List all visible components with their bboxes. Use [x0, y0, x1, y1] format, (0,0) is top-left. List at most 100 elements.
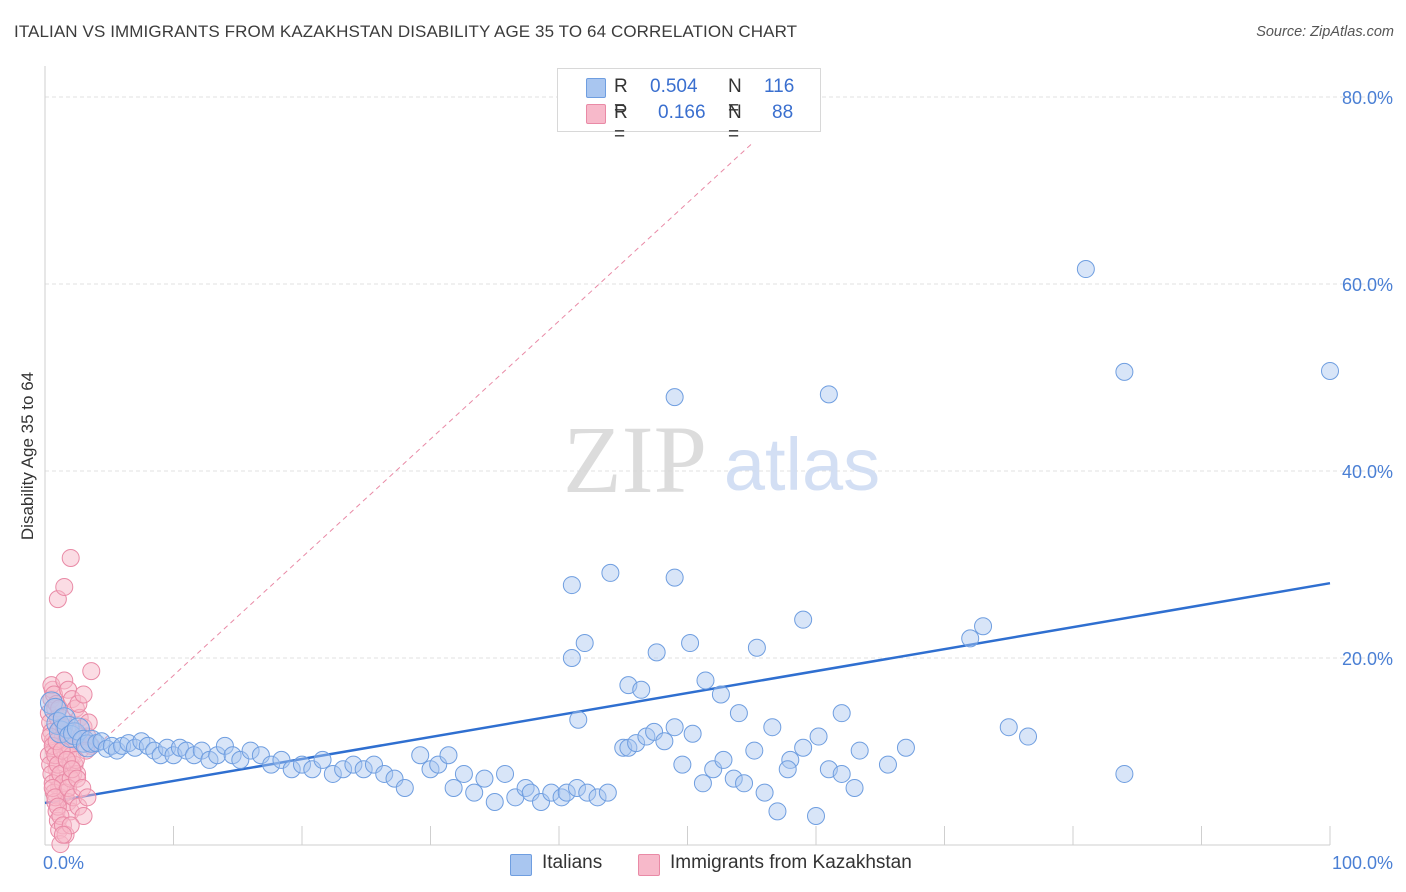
legend-label-italians: Italians — [542, 852, 603, 873]
point-italians — [557, 783, 576, 802]
grid-lines — [45, 96, 1392, 659]
point-italians — [747, 638, 766, 657]
point-italians — [845, 778, 864, 797]
point-italians — [755, 783, 774, 802]
point-italians — [465, 783, 484, 802]
point-italians — [655, 732, 674, 751]
point-italians — [878, 755, 897, 774]
trend-line-italians — [44, 581, 1331, 805]
point-kazakhstan — [55, 577, 74, 596]
n-value: 116 — [764, 76, 795, 97]
point-kazakhstan — [53, 825, 72, 844]
point-italians — [832, 704, 851, 723]
point-italians — [43, 697, 67, 721]
point-italians — [601, 563, 620, 582]
point-italians — [832, 764, 851, 783]
point-italians — [567, 778, 586, 797]
point-italians — [598, 783, 617, 802]
point-italians — [323, 764, 342, 783]
n-label: N = — [728, 76, 742, 119]
x-tick-label: 0.0% — [43, 853, 84, 873]
point-italians — [794, 610, 813, 629]
point-italians — [215, 736, 234, 755]
point-italians — [56, 715, 80, 739]
point-italians — [729, 704, 748, 723]
point-italians — [293, 755, 311, 774]
point-italians — [521, 783, 540, 802]
point-italians — [711, 685, 730, 704]
r-label: R = — [614, 76, 628, 119]
point-kazakhstan — [78, 788, 97, 807]
legend-swatch-blue — [586, 78, 606, 98]
chart-title: ITALIAN VS IMMIGRANTS FROM KAZAKHSTAN DI… — [14, 22, 798, 41]
point-italians — [1019, 727, 1038, 746]
point-italians — [683, 724, 702, 743]
y-tick-label: 80.0% — [1342, 88, 1393, 108]
point-italians — [158, 738, 177, 757]
point-italians — [578, 783, 597, 802]
point-italians — [714, 750, 733, 769]
point-italians — [485, 792, 504, 811]
point-italians — [974, 617, 993, 636]
point-italians — [632, 680, 651, 699]
n-label: N = — [728, 102, 742, 145]
point-italians — [39, 691, 63, 715]
point-kazakhstan — [61, 548, 80, 567]
point-italians — [704, 760, 723, 779]
point-italians — [354, 760, 373, 779]
point-italians — [454, 764, 473, 783]
trend-line-kazakhstan — [44, 143, 753, 794]
point-italians — [569, 710, 588, 729]
point-italians — [724, 769, 743, 788]
point-italians — [627, 734, 646, 753]
point-italians — [809, 727, 828, 746]
point-italians — [444, 778, 463, 797]
stats-legend: R = 0.504 N = 116 R = 0.166 N = 88 — [557, 68, 821, 145]
point-italians — [673, 755, 692, 774]
point-italians — [1115, 764, 1134, 783]
point-italians — [681, 634, 700, 653]
y-tick-label: 20.0% — [1342, 649, 1393, 669]
point-italians — [562, 576, 581, 595]
source-label: Source: ZipAtlas.com — [1256, 24, 1394, 40]
data-points — [39, 260, 1339, 854]
point-italians — [231, 750, 250, 769]
legend-label-kazakhstan: Immigrants from Kazakhstan — [670, 852, 912, 873]
point-italians — [411, 746, 430, 765]
point-italians — [375, 764, 394, 783]
point-italians — [344, 755, 363, 774]
point-italians — [1115, 362, 1134, 381]
point-italians — [763, 718, 782, 737]
point-italians — [334, 760, 353, 779]
point-italians — [768, 802, 787, 821]
point-italians — [896, 738, 915, 757]
point-italians — [562, 649, 581, 667]
point-italians — [735, 774, 754, 793]
tick-labels: 20.0% 40.0% 60.0% 80.0% 0.0% 100.0% — [43, 88, 1393, 873]
point-italians — [778, 760, 797, 779]
y-tick-label: 40.0% — [1342, 462, 1393, 482]
point-italians — [151, 746, 170, 765]
point-italians — [575, 634, 594, 653]
point-italians — [794, 738, 813, 757]
point-italians — [665, 568, 684, 587]
r-value: 0.166 — [658, 102, 706, 123]
point-italians — [999, 718, 1018, 737]
point-italians — [241, 741, 260, 760]
point-italians — [1321, 361, 1339, 380]
legend-swatch-kazakhstan — [638, 854, 660, 876]
y-tick-label: 60.0% — [1342, 275, 1393, 295]
point-italians — [303, 760, 322, 779]
point-italians — [696, 671, 715, 690]
point-italians — [588, 788, 607, 807]
point-italians — [665, 388, 684, 407]
legend-swatch-italians — [510, 854, 532, 876]
r-value: 0.504 — [650, 76, 698, 97]
y-axis-label: Disability Age 35 to 64 — [18, 372, 37, 540]
x-tick-label: 100.0% — [1332, 853, 1393, 873]
trend-lines — [44, 143, 1331, 805]
axes — [44, 66, 1331, 846]
point-italians — [693, 774, 712, 793]
point-italians — [262, 755, 281, 774]
